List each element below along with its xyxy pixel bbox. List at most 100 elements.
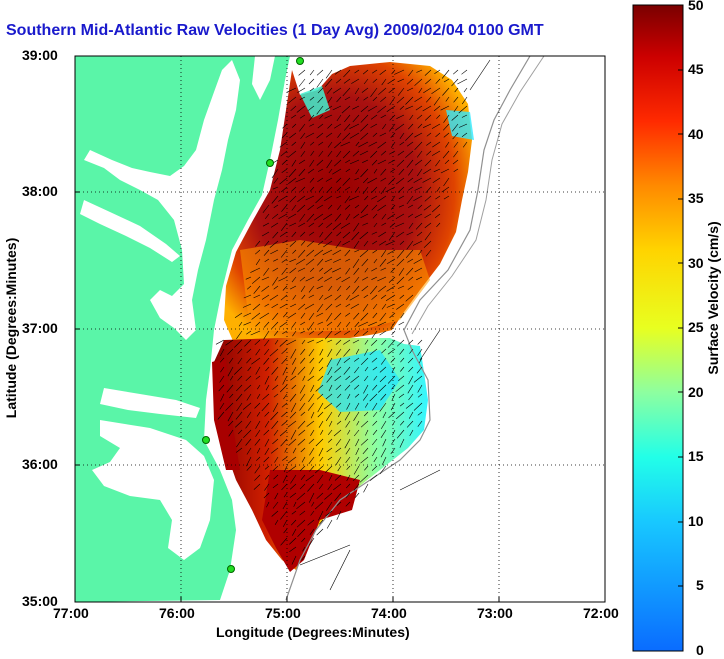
velocity-vector — [414, 213, 423, 218]
velocity-vector — [316, 78, 324, 88]
velocity-vector — [307, 375, 315, 382]
velocity-vector — [433, 105, 441, 112]
velocity-vector — [407, 285, 414, 290]
velocity-vector — [281, 186, 288, 193]
velocity-vector — [317, 177, 324, 183]
velocity-vector — [298, 78, 306, 87]
velocity-vector — [453, 69, 459, 75]
velocity-vector — [379, 258, 387, 267]
velocity-vector — [380, 186, 387, 195]
velocity-vector — [406, 159, 414, 168]
velocity-vector — [264, 303, 270, 307]
velocity-vector — [317, 321, 324, 325]
velocity-vector — [299, 393, 306, 402]
velocity-vector — [300, 132, 306, 139]
velocity-vector — [328, 285, 333, 291]
velocity-vector — [341, 276, 351, 283]
velocity-vector — [386, 285, 396, 292]
velocity-vector — [306, 420, 315, 427]
velocity-vector — [360, 456, 369, 464]
velocity-vector — [458, 123, 468, 128]
velocity-vector — [288, 177, 297, 185]
velocity-vector — [380, 114, 387, 119]
velocity-vector — [345, 258, 351, 262]
velocity-vector — [264, 447, 270, 455]
velocity-vector — [281, 267, 288, 275]
velocity-vector — [282, 375, 288, 385]
velocity-vector — [336, 114, 342, 122]
velocity-vector — [326, 519, 333, 529]
velocity-vector — [264, 348, 270, 355]
velocity-vector — [283, 492, 288, 498]
velocity-vector — [318, 150, 324, 157]
velocity-vector — [363, 483, 369, 493]
velocity-vector — [372, 447, 378, 457]
velocity-vector — [407, 213, 414, 218]
velocity-vector — [406, 420, 414, 428]
velocity-vector — [281, 357, 288, 365]
velocity-vector — [289, 258, 297, 263]
velocity-vector — [289, 222, 297, 227]
velocity-vector — [358, 321, 369, 327]
velocity-vector — [292, 330, 297, 337]
velocity-vector — [292, 294, 297, 300]
velocity-vector — [327, 204, 333, 210]
velocity-vector — [325, 303, 333, 311]
velocity-vector — [255, 348, 261, 356]
colorbar — [632, 4, 684, 652]
velocity-vector — [324, 195, 333, 202]
velocity-vector — [325, 177, 333, 182]
velocity-vector — [228, 429, 234, 437]
velocity-vector — [351, 231, 360, 241]
velocity-vector — [299, 465, 306, 472]
velocity-vector — [335, 339, 342, 345]
velocity-vector — [328, 168, 333, 174]
velocity-vector — [288, 168, 297, 178]
velocity-vector — [243, 294, 252, 299]
velocity-vector — [343, 123, 351, 131]
velocity-vector — [332, 105, 342, 111]
velocity-vector — [408, 222, 414, 229]
velocity-vector — [327, 339, 333, 343]
velocity-vector — [417, 420, 423, 427]
velocity-vector — [251, 357, 261, 365]
velocity-vector — [292, 447, 297, 454]
velocity-vector — [386, 258, 396, 264]
velocity-vector — [304, 303, 315, 310]
velocity-vector — [308, 438, 315, 444]
velocity-vector — [320, 429, 324, 435]
velocity-vector — [342, 150, 351, 159]
velocity-vector — [288, 465, 297, 472]
velocity-vector — [323, 267, 333, 275]
velocity-vector — [360, 312, 369, 321]
velocity-vector — [361, 285, 369, 292]
colorbar-tick-marks — [678, 4, 683, 652]
velocity-vector — [353, 267, 360, 275]
velocity-vector — [317, 402, 324, 413]
velocity-vector — [399, 240, 405, 245]
velocity-vector — [390, 168, 396, 173]
velocity-vector — [412, 240, 423, 246]
velocity-vector — [308, 312, 315, 321]
velocity-vector — [346, 285, 351, 291]
velocity-vector — [355, 141, 360, 147]
velocity-vector — [395, 222, 405, 228]
velocity-vector — [255, 366, 261, 375]
velocity-vector — [264, 483, 270, 491]
velocity-vector — [272, 501, 279, 509]
velocity-vector — [289, 132, 297, 139]
velocity-vector — [227, 366, 234, 377]
velocity-vector — [281, 132, 288, 139]
velocity-vector — [399, 294, 405, 299]
velocity-vector — [316, 159, 324, 166]
velocity-vector — [308, 456, 315, 465]
velocity-vector — [388, 411, 396, 419]
velocity-vector — [443, 177, 450, 187]
velocity-vector — [309, 159, 315, 167]
velocity-vector — [281, 159, 288, 165]
velocity-vector — [297, 438, 306, 446]
velocity-vector — [273, 159, 279, 164]
velocity-vector — [356, 456, 360, 462]
velocity-vector — [297, 249, 306, 258]
velocity-vector — [270, 411, 279, 421]
